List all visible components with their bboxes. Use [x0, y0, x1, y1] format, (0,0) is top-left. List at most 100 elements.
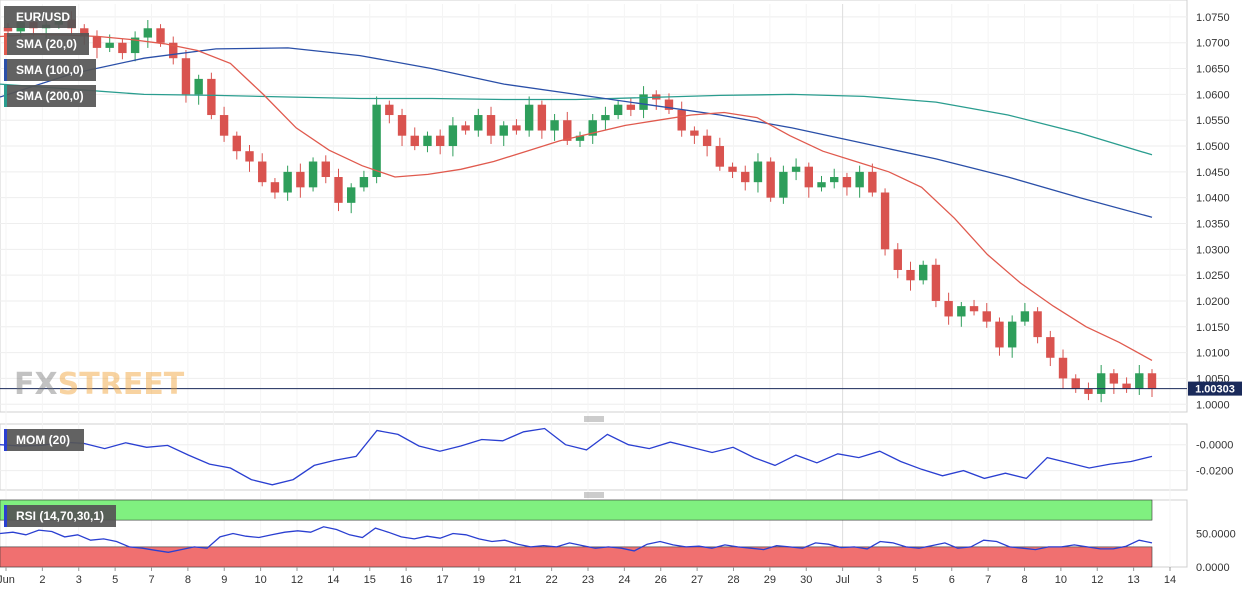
- candle-body: [219, 115, 229, 136]
- legend-label: SMA (200,0): [16, 89, 84, 103]
- x-tick-label: 5: [112, 574, 118, 586]
- x-tick-label: 12: [291, 574, 303, 586]
- rsi-tick-label: 50.0000: [1196, 529, 1236, 541]
- candle-body: [308, 161, 318, 188]
- candle-body: [423, 135, 432, 147]
- pane-resize-handle[interactable]: [584, 416, 604, 422]
- candle-body: [499, 125, 508, 136]
- candle-body: [830, 177, 839, 183]
- candle-body: [1135, 373, 1144, 389]
- x-tick-label: 9: [221, 574, 227, 586]
- candle-body: [893, 249, 902, 270]
- price-series: [0, 11, 1187, 403]
- candle-body: [766, 161, 775, 198]
- candle-body: [791, 166, 801, 172]
- y-tick-label: 1.0400: [1196, 193, 1230, 205]
- y-tick-label: 1.0100: [1196, 348, 1230, 360]
- candle-body: [1046, 337, 1055, 358]
- candle-body: [397, 115, 407, 136]
- candle-body: [1122, 383, 1131, 389]
- candle-body: [347, 187, 356, 203]
- x-tick-label: 23: [582, 574, 594, 586]
- x-tick-label: 28: [727, 574, 739, 586]
- candle-body: [372, 104, 381, 178]
- candle-body: [283, 171, 292, 193]
- candle-body: [143, 28, 153, 38]
- legend-box: [4, 429, 84, 451]
- candle-body: [359, 177, 369, 188]
- candle-body: [677, 109, 686, 131]
- candle-body: [779, 171, 788, 198]
- candle-body: [1033, 311, 1042, 338]
- x-tick-label: 14: [327, 574, 339, 586]
- momentum-line: [0, 427, 1153, 486]
- rsi-overbought-band: [0, 499, 1153, 521]
- x-tick-label: 2: [39, 574, 45, 586]
- candle-body: [613, 104, 623, 116]
- candle-body: [995, 321, 1004, 348]
- x-tick-label: 26: [655, 574, 667, 586]
- legend-label: SMA (100,0): [16, 63, 84, 77]
- candle-body: [321, 161, 330, 178]
- legend-label: SMA (20,0): [16, 37, 77, 51]
- candle-body: [906, 269, 915, 281]
- legend-box: [4, 85, 96, 107]
- y-tick-label: 1.0000: [1196, 399, 1230, 411]
- y-tick-label: 1.0350: [1196, 218, 1230, 230]
- y-tick-label: 1.0750: [1196, 12, 1230, 24]
- x-tick-label: 6: [949, 574, 955, 586]
- candle-body: [270, 182, 280, 193]
- x-tick-label: 15: [364, 574, 376, 586]
- price-panel: [0, 0, 1188, 413]
- candle-body: [245, 151, 254, 162]
- x-tick-label: Jul: [836, 574, 850, 586]
- x-tick-label: 7: [985, 574, 991, 586]
- candle-body: [575, 135, 585, 141]
- candle-body: [982, 311, 991, 322]
- candle-body: [1084, 388, 1093, 394]
- sma-200-line: [0, 83, 1153, 156]
- y-tick-label: 1.0300: [1196, 244, 1230, 256]
- x-tick-label: 19: [473, 574, 485, 586]
- x-tick-label: 27: [691, 574, 703, 586]
- candle-body: [448, 125, 458, 147]
- candle-body: [524, 104, 534, 131]
- y-tick-label: 1.0650: [1196, 64, 1230, 76]
- candle-body: [92, 36, 102, 48]
- candle-body: [804, 166, 813, 188]
- candle-body: [130, 37, 140, 54]
- legend-label: MOM (20): [16, 433, 70, 447]
- mom-tick-label: -0.0000: [1196, 440, 1233, 452]
- legend-box: [4, 59, 96, 81]
- rsi-series: [0, 499, 1153, 568]
- x-tick-label: Jun: [0, 574, 15, 586]
- sma-100-line: [0, 47, 1153, 218]
- grid-lines: [0, 4, 1187, 567]
- x-tick-label: 24: [618, 574, 630, 586]
- candle-body: [258, 161, 267, 183]
- candle-body: [232, 135, 241, 152]
- last-price-tag: [1188, 381, 1242, 396]
- candle-body: [563, 120, 572, 141]
- candle-body: [334, 177, 343, 203]
- x-tick-label: 7: [148, 574, 154, 586]
- x-tick-label: 13: [1128, 574, 1140, 586]
- candle-body: [474, 115, 483, 131]
- legend-swatch: [4, 429, 7, 451]
- y-tick-label: 1.0600: [1196, 89, 1230, 101]
- y-tick-label: 1.0550: [1196, 115, 1230, 127]
- mom-tick-label: -0.0200: [1196, 466, 1233, 478]
- candle-body: [817, 182, 826, 188]
- legend-swatch: [4, 85, 7, 107]
- candle-body: [715, 146, 725, 167]
- fxstreet-watermark: FXSTREET: [14, 367, 185, 402]
- candle-body: [1096, 373, 1106, 394]
- candle-body: [1147, 373, 1157, 389]
- candle-body: [741, 171, 750, 183]
- candle-body: [855, 171, 864, 188]
- sma-20-line: [0, 33, 1153, 361]
- pane-resize-handle[interactable]: [584, 492, 604, 498]
- legend-label: RSI (14,70,30,1): [16, 509, 104, 523]
- candle-body: [969, 306, 979, 312]
- candle-body: [512, 125, 521, 131]
